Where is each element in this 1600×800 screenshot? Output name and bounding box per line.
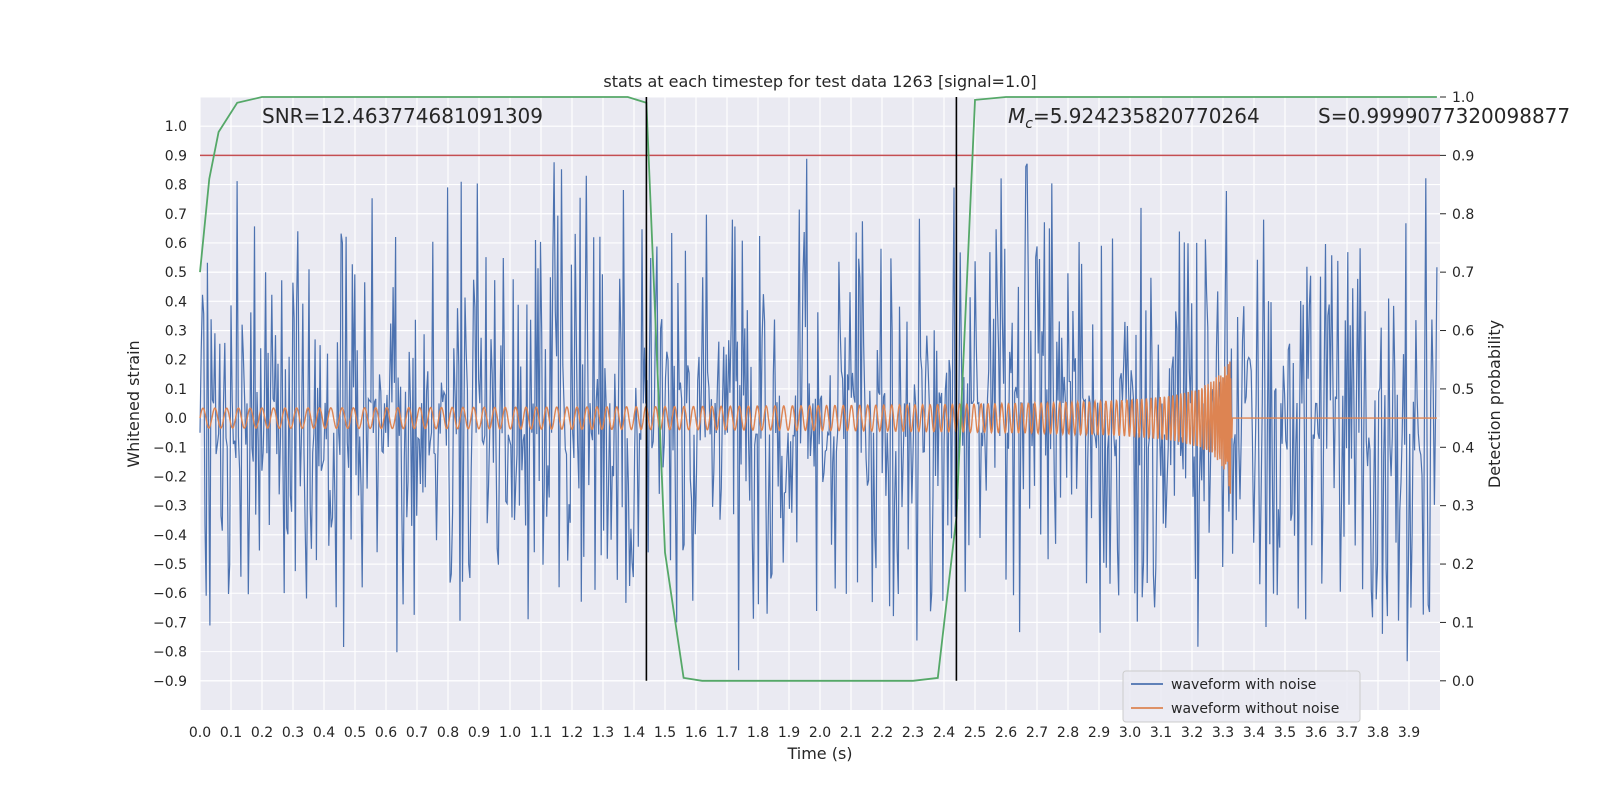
x-tick-label: 0.1 — [220, 725, 242, 741]
chirp-mass-value: =5.924235820770264 — [1033, 104, 1260, 128]
y-tick-label: 0.6 — [165, 236, 187, 252]
y-tick-label: 0.2 — [165, 353, 187, 369]
y-right-tick-label: 0.9 — [1452, 148, 1474, 164]
chirp-mass-annotation: Mc=5.924235820770264 — [1008, 104, 1260, 132]
y-right-tick-label: 0.4 — [1452, 440, 1474, 456]
y-right-tick-label: 1.0 — [1452, 90, 1474, 106]
y-right-tick-label: 0.8 — [1452, 207, 1474, 223]
x-tick-label: 3.6 — [1305, 725, 1327, 741]
y-tick-label: −0.7 — [153, 615, 187, 631]
y-tick-label: 0.3 — [165, 324, 187, 340]
x-tick-label: 1.7 — [716, 725, 738, 741]
x-tick-label: 0.3 — [282, 725, 304, 741]
x-tick-label: 2.0 — [809, 725, 831, 741]
x-tick-labels: 0.0 0.1 0.2 0.3 0.4 0.5 0.6 0.7 0.8 0.9 1.0 1.1 1.2 1… — [189, 725, 1420, 741]
x-tick-label: 0.0 — [189, 725, 211, 741]
x-tick-label: 3.9 — [1398, 725, 1420, 741]
legend-label-noise: waveform with noise — [1171, 677, 1316, 693]
y-tick-label: −0.5 — [153, 557, 187, 573]
x-tick-label: 1.3 — [592, 725, 614, 741]
score-annotation: S=0.9999077320098877 — [1318, 104, 1570, 128]
x-tick-label: 3.1 — [1150, 725, 1172, 741]
y-tick-label: 0.1 — [165, 382, 187, 398]
x-tick-label: 1.0 — [499, 725, 521, 741]
x-tick-label: 1.9 — [778, 725, 800, 741]
y-tick-label: 0.0 — [165, 411, 187, 427]
x-tick-label: 0.7 — [406, 725, 428, 741]
y-right-tick-label: 0.0 — [1452, 674, 1474, 690]
legend-box — [1122, 670, 1361, 723]
chirp-mass-symbol: M — [1008, 104, 1025, 128]
y-tick-label: 0.9 — [165, 148, 187, 164]
series-waveform-without-noise — [199, 361, 1437, 494]
x-axis-label: Time (s) — [786, 744, 852, 763]
y-right-tick-label: 0.3 — [1452, 499, 1474, 515]
x-tick-label: 1.4 — [623, 725, 645, 741]
x-tick-label: 3.8 — [1367, 725, 1389, 741]
x-tick-label: 2.5 — [964, 725, 986, 741]
y-right-tick-label: 0.1 — [1452, 615, 1474, 631]
y-tick-label: 0.8 — [165, 178, 187, 194]
x-tick-label: 2.3 — [902, 725, 924, 741]
y-tick-label: −0.2 — [153, 469, 187, 485]
y-tick-label: −0.9 — [153, 674, 187, 690]
y-right-tick-label: 0.7 — [1452, 265, 1474, 281]
x-tick-label: 2.4 — [933, 725, 955, 741]
y-tick-label: 0.7 — [165, 207, 187, 223]
x-tick-label: 2.8 — [1057, 725, 1079, 741]
x-tick-label: 1.8 — [747, 725, 769, 741]
y-tick-label: −0.1 — [153, 440, 187, 456]
y-right-tick-labels: 1.0 0.9 0.8 0.7 0.6 0.5 0.4 0.3 0.2 0.1 0.0 — [1440, 90, 1474, 690]
y-tick-label: −0.6 — [153, 586, 187, 602]
y-axis-label: Whitened strain — [124, 340, 143, 467]
chirp-mass-subscript: c — [1025, 116, 1033, 132]
y-tick-label: −0.8 — [153, 645, 187, 661]
x-tick-label: 1.5 — [654, 725, 676, 741]
legend: waveform with noise waveform without noi… — [1122, 670, 1361, 723]
y-right-tick-label: 0.5 — [1452, 382, 1474, 398]
x-tick-label: 1.2 — [561, 725, 583, 741]
x-tick-label: 0.6 — [375, 725, 397, 741]
x-tick-label: 2.6 — [995, 725, 1017, 741]
snr-annotation: SNR=12.463774681091309 — [262, 104, 543, 128]
y-tick-labels: 1.0 0.9 0.8 0.7 0.6 0.5 0.4 0.3 0.2 0.1 0.0 −0.1 −0.… — [153, 119, 187, 690]
x-tick-label: 0.2 — [251, 725, 273, 741]
x-tick-label: 0.4 — [313, 725, 335, 741]
probability-line — [199, 96, 1437, 682]
x-tick-label: 1.6 — [685, 725, 707, 741]
y-right-tick-label: 0.2 — [1452, 557, 1474, 573]
x-tick-label: 2.2 — [871, 725, 893, 741]
x-tick-label: 3.7 — [1336, 725, 1358, 741]
x-tick-label: 2.1 — [840, 725, 862, 741]
x-tick-label: 3.4 — [1243, 725, 1265, 741]
y-right-tick-label: 0.6 — [1452, 324, 1474, 340]
grid — [199, 96, 1440, 710]
x-tick-label: 3.0 — [1119, 725, 1141, 741]
y-tick-label: 1.0 — [165, 119, 187, 135]
event-lines — [645, 97, 958, 681]
legend-label-chirp: waveform without noise — [1171, 701, 1339, 717]
y-right-axis-label: Detection probability — [1485, 320, 1504, 488]
x-tick-label: 0.5 — [344, 725, 366, 741]
x-tick-label: 0.9 — [468, 725, 490, 741]
x-tick-label: 3.2 — [1181, 725, 1203, 741]
x-tick-label: 2.7 — [1026, 725, 1048, 741]
y-tick-label: −0.3 — [153, 499, 187, 515]
x-tick-label: 3.5 — [1274, 725, 1296, 741]
chart-title: stats at each timestep for test data 126… — [603, 72, 1036, 91]
x-tick-label: 0.8 — [437, 725, 459, 741]
chirp-line — [199, 361, 1437, 494]
x-tick-label: 3.3 — [1212, 725, 1234, 741]
x-tick-label: 1.1 — [530, 725, 552, 741]
y-tick-label: 0.4 — [165, 294, 187, 310]
series-detection-probability — [199, 96, 1440, 682]
y-tick-label: −0.4 — [153, 528, 187, 544]
y-tick-label: 0.5 — [165, 265, 187, 281]
x-tick-label: 2.9 — [1088, 725, 1110, 741]
